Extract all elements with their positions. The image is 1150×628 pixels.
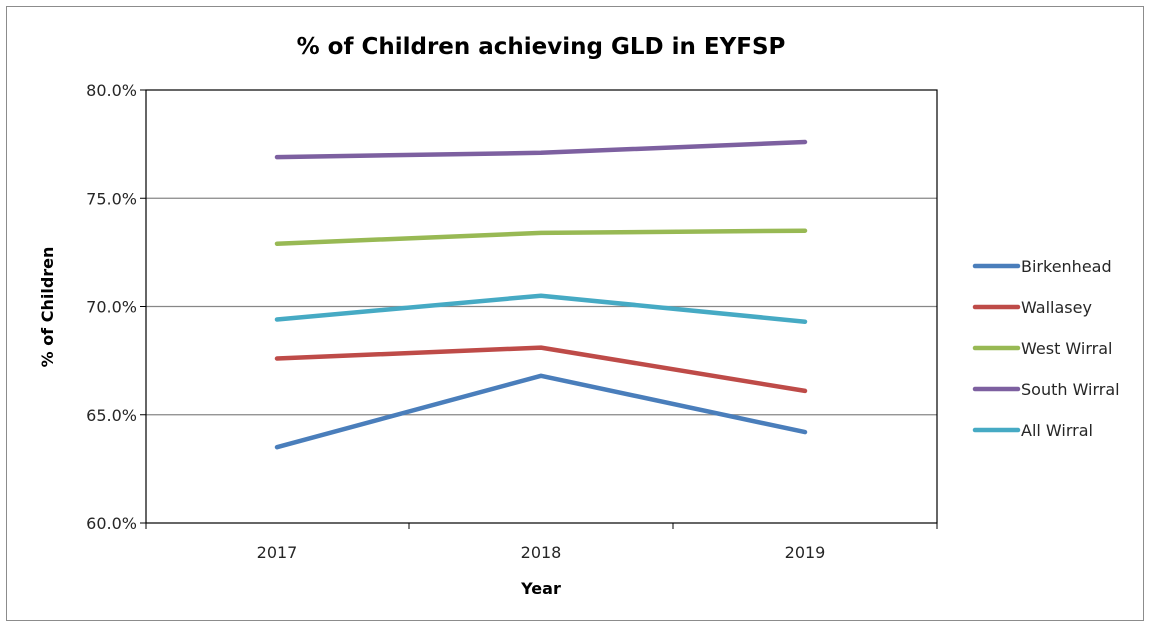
- series-line-west-wirral: [274, 228, 808, 246]
- series-line-wallasey: [274, 345, 808, 394]
- legend-label-south-wirral: South Wirral: [1021, 380, 1120, 399]
- y-tick-label: 60.0%: [86, 514, 137, 533]
- chart-title: % of Children achieving GLD in EYFSP: [297, 34, 786, 60]
- legend-label-all-wirral: All Wirral: [1021, 421, 1093, 440]
- y-tick-label: 75.0%: [86, 189, 137, 208]
- legend-label-wallasey: Wallasey: [1021, 298, 1092, 317]
- x-axis-ticks: 2017 2018 2019: [145, 523, 938, 562]
- legend-label-birkenhead: Birkenhead: [1021, 257, 1112, 276]
- series-line-south-wirral: [274, 139, 808, 160]
- y-axis-ticks: 60.0% 65.0% 70.0% 75.0% 80.0%: [86, 81, 146, 533]
- y-axis-title: % of Children: [38, 247, 57, 368]
- series-lines: [274, 139, 808, 450]
- series-line-birkenhead: [274, 373, 808, 450]
- legend-label-west-wirral: West Wirral: [1021, 339, 1112, 358]
- y-tick-label: 80.0%: [86, 81, 137, 100]
- x-tick-label: 2019: [785, 543, 826, 562]
- x-tick-label: 2017: [257, 543, 298, 562]
- chart-frame: [6, 6, 1144, 621]
- series-line-all-wirral: [274, 293, 808, 324]
- legend: Birkenhead Wallasey West Wirral South Wirra…: [972, 257, 1120, 440]
- x-axis-title: Year: [520, 579, 561, 598]
- gridlines: [146, 197, 937, 416]
- x-tick-label: 2018: [521, 543, 562, 562]
- y-tick-label: 70.0%: [86, 298, 137, 317]
- y-tick-label: 65.0%: [86, 406, 137, 425]
